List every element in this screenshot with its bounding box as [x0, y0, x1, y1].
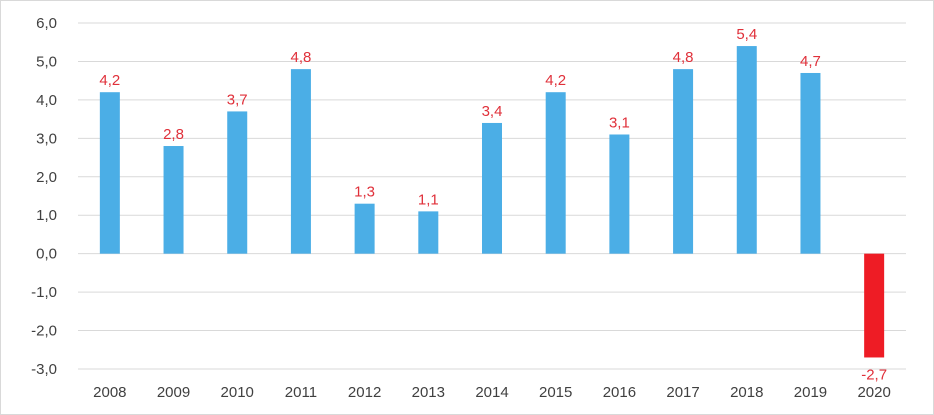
y-tick-label: 0,0	[36, 246, 57, 263]
x-axis-tick-labels: 2008 2009 2010 2011 2012 2013 2014 2015 2016 2017…	[93, 384, 891, 401]
y-tick-label: -3,0	[31, 361, 57, 378]
x-tick-label: 2011	[285, 384, 317, 401]
y-tick-label: 2,0	[36, 169, 57, 186]
x-tick-label: 2013	[412, 384, 445, 401]
bar-2017	[673, 69, 694, 254]
x-tick-label: 2016	[603, 384, 636, 401]
y-axis-tick-labels: 6,0 5,0 4,0 3,0 2,0 1,0 0,0 -1,0 -2,0 -3,0	[31, 15, 57, 378]
data-label: 5,4	[736, 26, 757, 43]
bar-2009	[163, 146, 184, 254]
data-label: 4,8	[290, 49, 311, 66]
data-label: 4,2	[99, 72, 120, 89]
x-tick-label: 2017	[666, 384, 699, 401]
data-label: 2,8	[163, 126, 184, 143]
x-tick-label: 2012	[348, 384, 381, 401]
x-tick-label: 2008	[93, 384, 126, 401]
data-label: 1,3	[354, 184, 375, 201]
bar-2014	[482, 122, 502, 254]
gridlines	[78, 22, 906, 370]
bar-2012	[354, 203, 375, 254]
y-tick-label: 4,0	[36, 92, 57, 109]
bar-2010	[227, 111, 248, 254]
x-tick-label: 2020	[857, 384, 890, 401]
data-label: 3,7	[227, 91, 248, 108]
x-tick-label: 2014	[475, 384, 508, 401]
bar-2011	[290, 69, 311, 254]
bars	[99, 46, 885, 358]
data-label: 4,7	[800, 53, 821, 70]
y-tick-label: -2,0	[31, 323, 57, 340]
x-tick-label: 2015	[539, 384, 572, 401]
data-labels: 4,2 2,8 3,7 4,8 1,3 1,1 3,4 4,2 3,1 4,8 5,4 4,7 -2,7	[99, 26, 887, 383]
bar-2019	[800, 72, 821, 254]
data-label: 3,4	[482, 103, 503, 120]
x-tick-label: 2019	[794, 384, 827, 401]
data-label: 4,2	[545, 72, 566, 89]
data-label: 4,8	[673, 49, 694, 66]
bar-2013	[418, 211, 439, 254]
bar-2008	[99, 92, 120, 254]
y-tick-label: -1,0	[31, 284, 57, 301]
y-tick-label: 5,0	[36, 53, 57, 70]
bar-2018	[736, 46, 757, 254]
y-tick-label: 6,0	[36, 15, 57, 32]
x-tick-label: 2009	[157, 384, 190, 401]
x-tick-label: 2010	[221, 384, 254, 401]
bar-2016	[609, 134, 630, 254]
bar-2020	[864, 253, 885, 358]
data-label: 3,1	[609, 114, 630, 131]
x-tick-label: 2018	[730, 384, 763, 401]
bar-2015	[545, 92, 566, 254]
y-tick-label: 3,0	[36, 130, 57, 147]
data-label: 1,1	[418, 191, 439, 208]
data-label: -2,7	[861, 366, 887, 383]
y-tick-label: 1,0	[36, 207, 57, 224]
